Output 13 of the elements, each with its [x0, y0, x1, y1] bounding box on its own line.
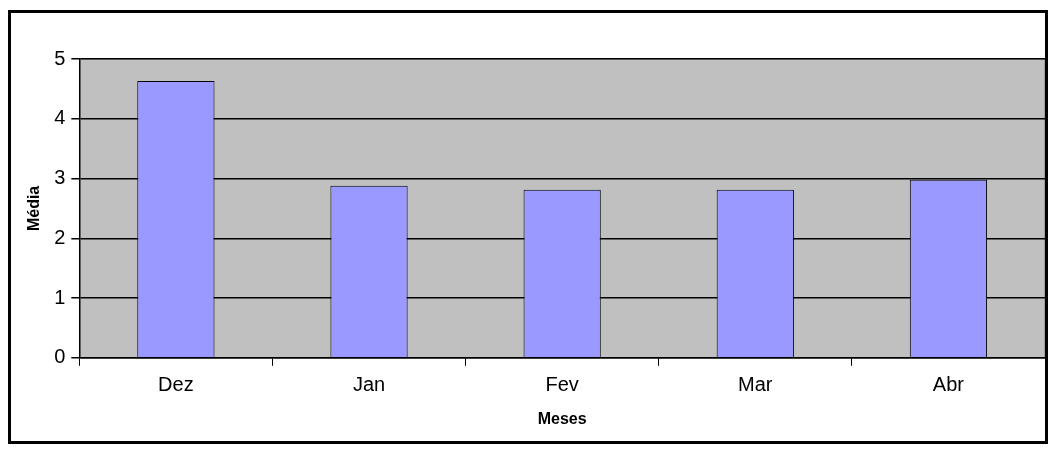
x-axis-title: Meses [537, 409, 587, 427]
x-tick-label: Fev [545, 373, 579, 396]
x-tick-label: Dez [158, 373, 194, 396]
x-tick-label: Jan [352, 373, 386, 396]
x-tick-label: Mar [738, 373, 773, 396]
y-tick-label: 1 [54, 285, 66, 308]
y-tick-label: 0 [54, 345, 66, 368]
x-tick-label: Abr [932, 373, 965, 396]
y-axis-title: Média [25, 185, 43, 232]
y-tick-label: 5 [54, 46, 66, 69]
y-tick-label: 2 [54, 225, 66, 248]
y-tick-label: 4 [54, 106, 66, 129]
y-tick-label: 3 [54, 166, 66, 189]
